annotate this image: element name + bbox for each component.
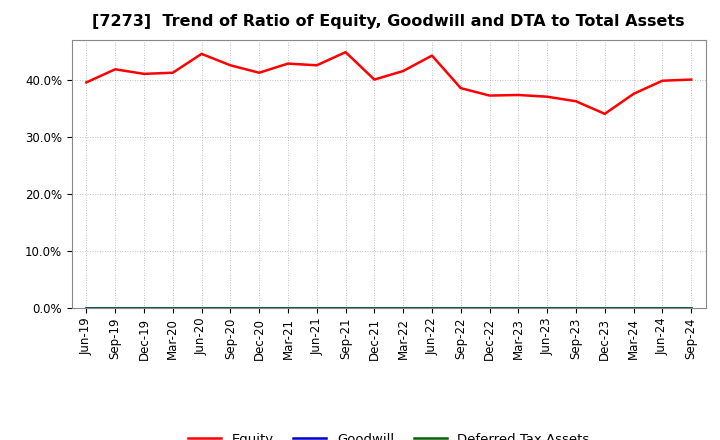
Deferred Tax Assets — [514, 305, 523, 311]
Deferred Tax Assets — [629, 305, 638, 311]
Equity — [168, 70, 177, 75]
Equity — [226, 62, 235, 68]
Goodwill — [197, 305, 206, 311]
Goodwill — [168, 305, 177, 311]
Deferred Tax Assets — [226, 305, 235, 311]
Equity — [197, 51, 206, 56]
Deferred Tax Assets — [255, 305, 264, 311]
Goodwill — [572, 305, 580, 311]
Goodwill — [485, 305, 494, 311]
Goodwill — [514, 305, 523, 311]
Equity — [255, 70, 264, 75]
Equity — [572, 99, 580, 104]
Goodwill — [140, 305, 148, 311]
Goodwill — [600, 305, 609, 311]
Deferred Tax Assets — [572, 305, 580, 311]
Goodwill — [341, 305, 350, 311]
Equity — [485, 93, 494, 98]
Deferred Tax Assets — [111, 305, 120, 311]
Goodwill — [456, 305, 465, 311]
Equity — [370, 77, 379, 82]
Equity — [600, 111, 609, 117]
Goodwill — [629, 305, 638, 311]
Deferred Tax Assets — [140, 305, 148, 311]
Equity — [456, 85, 465, 91]
Deferred Tax Assets — [687, 305, 696, 311]
Deferred Tax Assets — [312, 305, 321, 311]
Deferred Tax Assets — [341, 305, 350, 311]
Deferred Tax Assets — [543, 305, 552, 311]
Goodwill — [226, 305, 235, 311]
Deferred Tax Assets — [600, 305, 609, 311]
Deferred Tax Assets — [82, 305, 91, 311]
Line: Equity: Equity — [86, 52, 691, 114]
Equity — [687, 77, 696, 82]
Goodwill — [370, 305, 379, 311]
Equity — [428, 53, 436, 58]
Deferred Tax Assets — [399, 305, 408, 311]
Deferred Tax Assets — [370, 305, 379, 311]
Equity — [111, 66, 120, 72]
Goodwill — [658, 305, 667, 311]
Deferred Tax Assets — [456, 305, 465, 311]
Equity — [341, 50, 350, 55]
Equity — [629, 91, 638, 96]
Equity — [399, 68, 408, 73]
Equity — [140, 71, 148, 77]
Deferred Tax Assets — [428, 305, 436, 311]
Deferred Tax Assets — [168, 305, 177, 311]
Goodwill — [399, 305, 408, 311]
Deferred Tax Assets — [485, 305, 494, 311]
Goodwill — [111, 305, 120, 311]
Goodwill — [312, 305, 321, 311]
Equity — [312, 62, 321, 68]
Equity — [658, 78, 667, 83]
Deferred Tax Assets — [284, 305, 292, 311]
Goodwill — [543, 305, 552, 311]
Goodwill — [428, 305, 436, 311]
Deferred Tax Assets — [197, 305, 206, 311]
Goodwill — [687, 305, 696, 311]
Goodwill — [284, 305, 292, 311]
Equity — [543, 94, 552, 99]
Goodwill — [82, 305, 91, 311]
Legend: Equity, Goodwill, Deferred Tax Assets: Equity, Goodwill, Deferred Tax Assets — [183, 427, 595, 440]
Equity — [82, 80, 91, 85]
Equity — [284, 61, 292, 66]
Equity — [514, 92, 523, 98]
Title: [7273]  Trend of Ratio of Equity, Goodwill and DTA to Total Assets: [7273] Trend of Ratio of Equity, Goodwil… — [92, 14, 685, 29]
Deferred Tax Assets — [658, 305, 667, 311]
Goodwill — [255, 305, 264, 311]
